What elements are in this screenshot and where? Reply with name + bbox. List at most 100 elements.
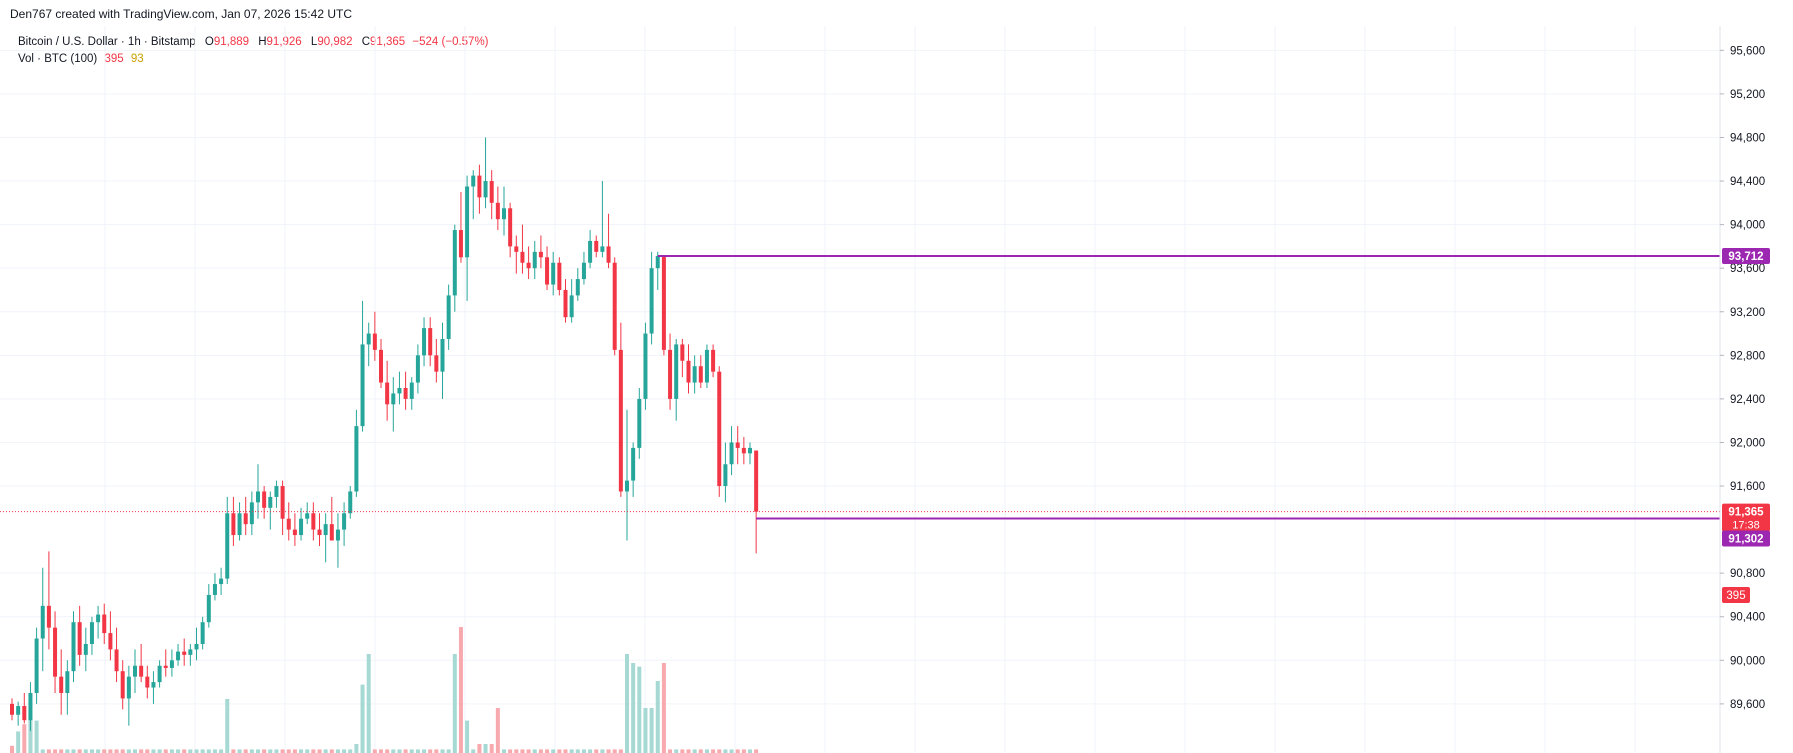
volume-bar <box>206 749 211 753</box>
legend-volume-label[interactable]: Vol · BTC (100) <box>18 53 98 65</box>
volume-bar <box>22 724 27 753</box>
volume-bar <box>465 720 470 753</box>
candle-body <box>397 388 402 394</box>
legend-volume-value: 395 <box>104 53 124 65</box>
candle-body <box>508 208 513 247</box>
price-axis-label: 95,600 <box>1730 45 1765 57</box>
chart-credit: Den767 created with TradingView.com, Jan… <box>10 7 352 21</box>
volume-bar <box>280 749 285 753</box>
candle-body <box>329 524 334 541</box>
candle-body <box>483 181 488 198</box>
candle-body <box>575 279 580 296</box>
candle-body <box>674 344 679 399</box>
chart-grid <box>0 26 1720 753</box>
candle-body <box>256 491 260 503</box>
volume-bar <box>59 749 64 753</box>
candle-body <box>145 676 150 688</box>
volume-bar <box>348 749 353 753</box>
volume-bar <box>262 749 267 753</box>
candle-body <box>40 605 45 639</box>
candle-body <box>458 230 463 258</box>
volume-bar <box>575 749 580 753</box>
volume-bar <box>452 654 457 753</box>
volume-bar <box>120 749 125 753</box>
volume-bar <box>557 749 562 753</box>
candle-body <box>280 486 285 519</box>
volume-bar <box>163 749 168 753</box>
volume-bar <box>434 749 439 753</box>
volume-bar <box>114 749 119 753</box>
candle-body <box>200 622 205 644</box>
price-axis-label: 90,800 <box>1730 568 1765 580</box>
volume-bar <box>661 663 666 753</box>
legend-symbol[interactable]: Bitcoin / U.S. Dollar · 1h · Bitstamp <box>18 36 196 48</box>
price-axis-label: 90,000 <box>1730 655 1765 667</box>
candle-body <box>237 513 242 536</box>
volume-bar <box>483 744 488 753</box>
candle-body <box>133 665 137 677</box>
volume-bar <box>71 749 76 753</box>
volume-bar <box>286 749 291 753</box>
volume-bar <box>754 749 759 753</box>
candle-body <box>379 349 383 383</box>
volume-bar <box>723 749 728 753</box>
candle-body <box>354 426 359 492</box>
candle-body <box>22 706 27 721</box>
candle-body <box>754 450 759 512</box>
volume-bar <box>77 749 82 753</box>
price-axis-label: 93,200 <box>1730 307 1765 319</box>
candle-body <box>305 513 310 519</box>
price-chart[interactable]: 95,600 95,200 94,800 94,400 94,000 93,600 93,2… <box>0 26 1793 753</box>
candle-body <box>717 371 722 487</box>
volume-bar <box>34 720 39 753</box>
volume-bar <box>741 749 746 753</box>
volume-bar <box>256 749 260 753</box>
legend-close-label: C <box>361 36 371 48</box>
volume-bar <box>545 749 550 753</box>
volume-bar <box>415 749 420 753</box>
candle-body <box>545 257 550 285</box>
candle-body <box>723 464 728 487</box>
volume-bar <box>102 749 107 753</box>
volume-bar <box>735 749 740 753</box>
volume-bar <box>471 749 476 753</box>
volume-bar <box>618 749 623 753</box>
candle-body <box>108 633 113 650</box>
legend-close: 91,365 <box>370 36 406 48</box>
candle-body <box>594 240 599 252</box>
candle-body <box>83 643 88 655</box>
volume-bar <box>600 749 605 753</box>
candle-body <box>415 355 420 383</box>
legend-low: 90,982 <box>317 36 353 48</box>
volume-bar <box>188 749 193 753</box>
candle-body <box>532 251 537 269</box>
candle-body <box>53 627 58 677</box>
candle-body <box>495 202 500 220</box>
volume-bar <box>680 749 685 753</box>
candle-body <box>465 186 470 258</box>
candle-body <box>366 333 371 345</box>
price-axis[interactable]: 95,600 95,200 94,800 94,400 94,000 93,600 93,2… <box>1719 26 1770 753</box>
volume-bar <box>83 749 88 753</box>
volume-bar <box>422 749 427 753</box>
volume-bar <box>274 749 279 753</box>
price-badge-upper <box>1722 247 1770 264</box>
volume-bar <box>237 749 242 753</box>
current-price-badge <box>1722 503 1770 532</box>
candle-body <box>618 349 623 492</box>
candle-body <box>120 671 125 699</box>
price-axis-label: 89,600 <box>1730 699 1765 711</box>
candle-body <box>225 513 230 579</box>
volume-bar <box>342 749 347 753</box>
volume-bar <box>182 749 187 753</box>
candle-body <box>46 605 51 628</box>
candle-body <box>655 255 660 269</box>
volume-bar <box>428 749 433 753</box>
candle-body <box>551 262 556 285</box>
volume-bar <box>446 749 451 753</box>
legend-high-label: H <box>258 36 267 48</box>
candle-body <box>403 388 408 399</box>
candle-body <box>631 447 636 481</box>
current-price-text: 91,365 <box>1728 507 1764 519</box>
volume-bar <box>637 666 642 753</box>
